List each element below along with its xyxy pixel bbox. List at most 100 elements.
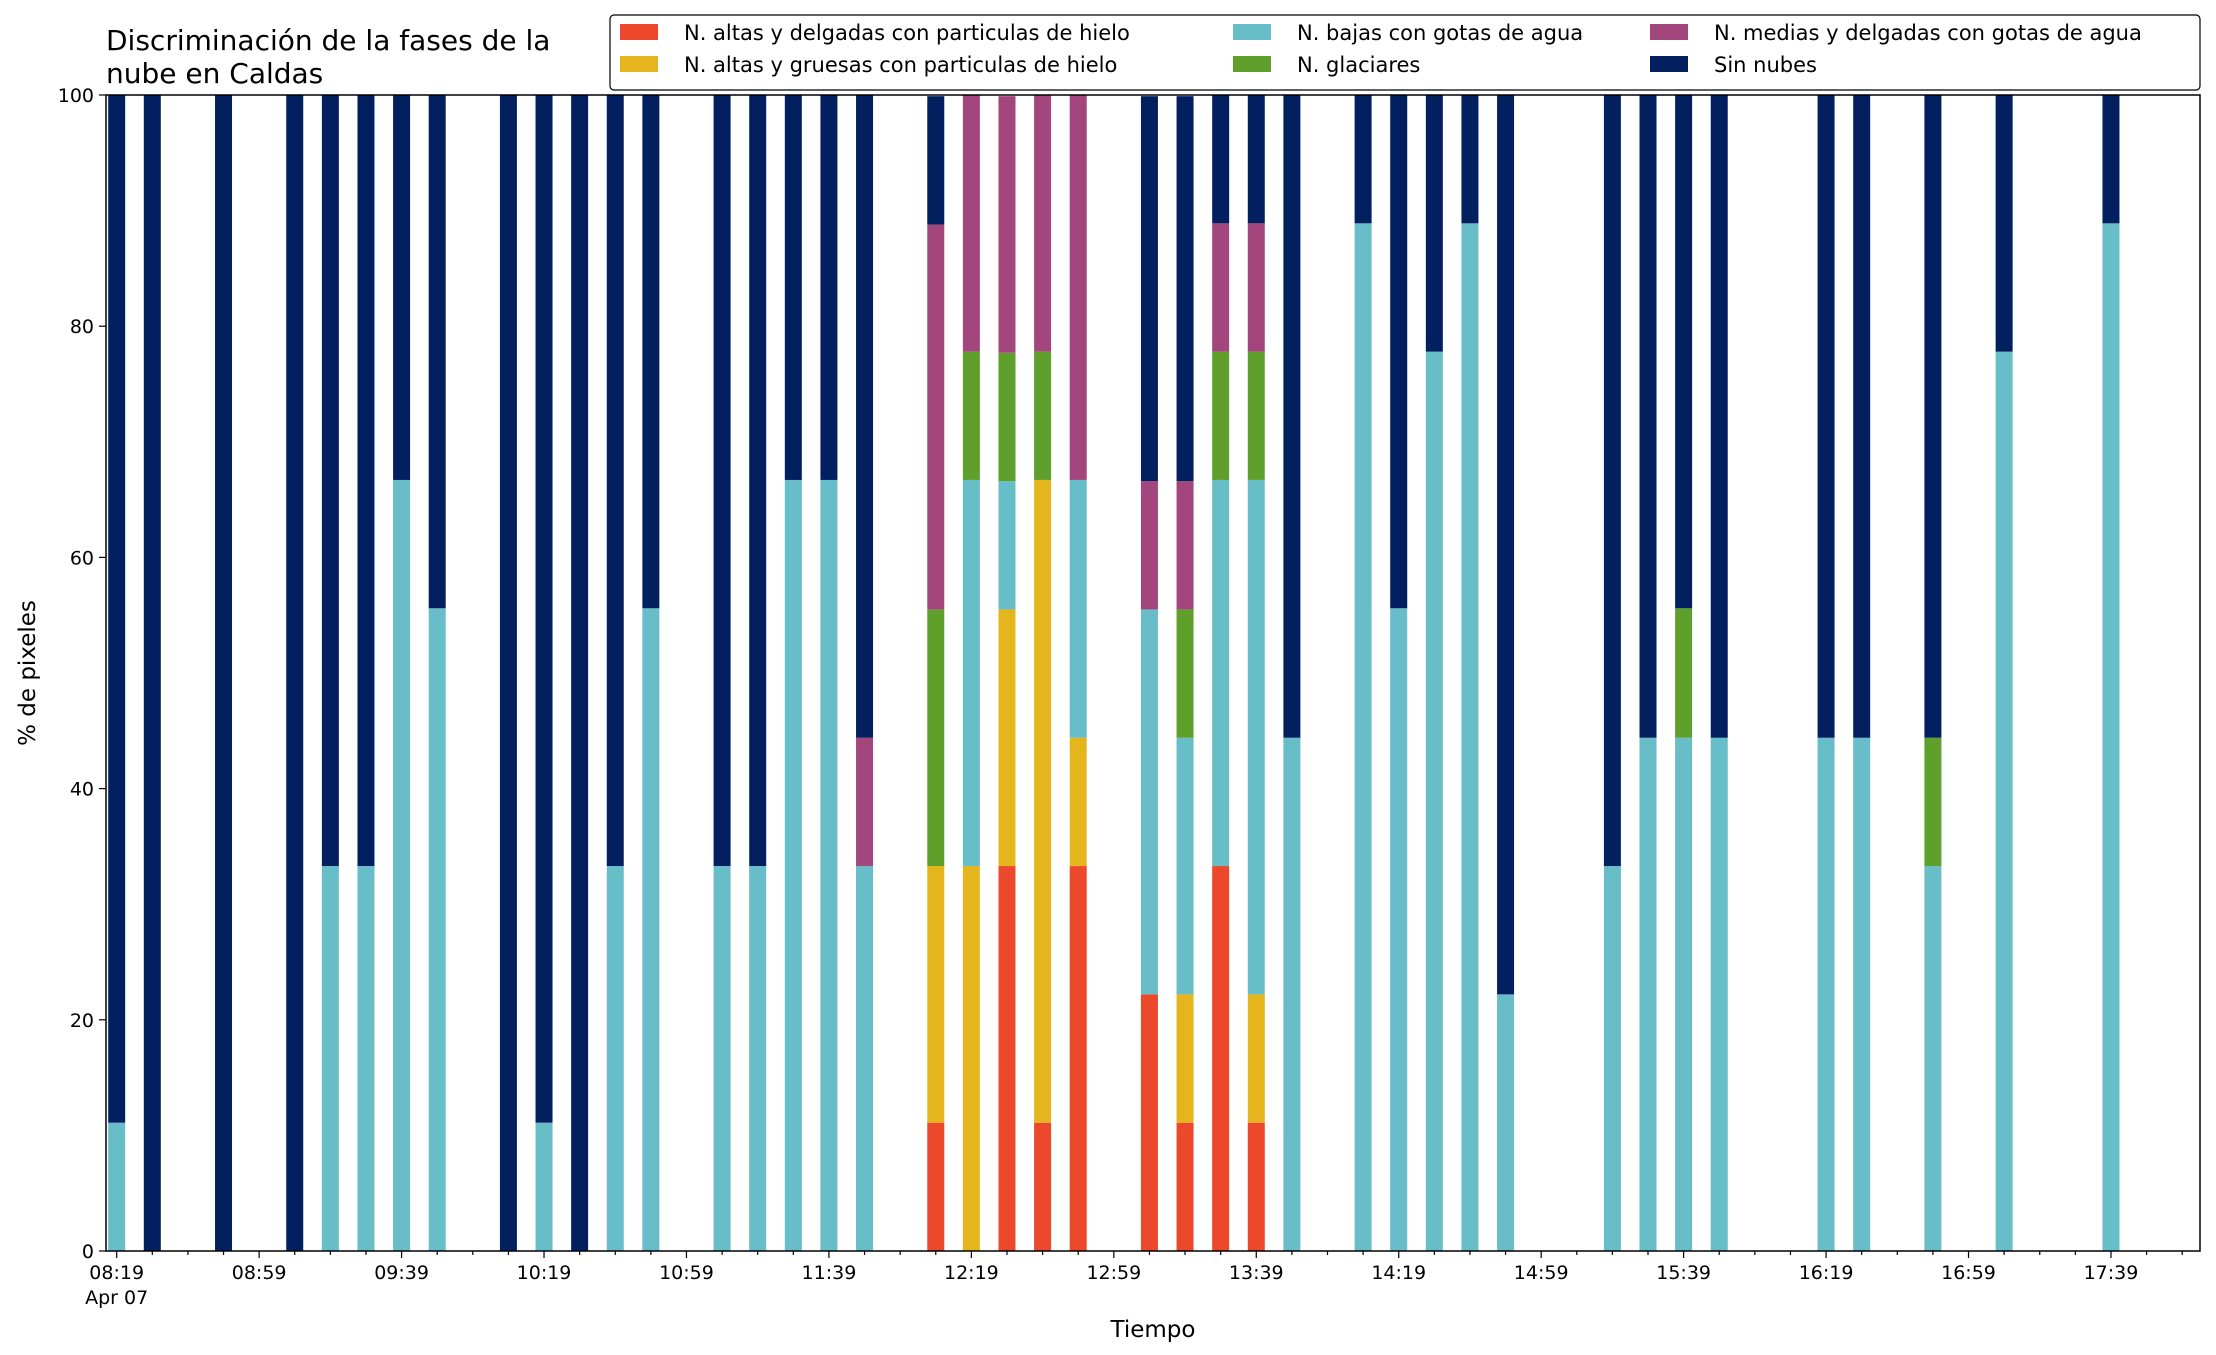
bar-segment-1409-series-2 [1354,223,1372,1251]
bar-segment-1319-series-1 [1176,994,1194,1123]
bar-segment-1239-series-4 [1034,95,1052,352]
bar-segment-1519-series-5 [1603,95,1621,867]
bar-segment-1339-series-5 [1247,95,1265,224]
bar-segment-1129-series-2 [784,479,802,1251]
bar-segment-1239-series-1 [1034,479,1052,1123]
legend-label-2: N. bajas con gotas de agua [1297,21,1583,45]
bar-segment-0829-series-5 [143,95,161,1251]
bar-segment-1229-series-1 [998,609,1016,867]
bar-segment-1149-series-5 [856,95,874,738]
bar-segment-1309-series-4 [1140,481,1158,610]
legend-swatch-3 [1233,56,1271,72]
bar-segment-1329-series-4 [1212,223,1230,352]
bar-segment-0939-series-5 [393,95,411,480]
bar-segment-1109-series-5 [713,95,731,867]
bar-segment-1039-series-5 [606,95,624,867]
legend-label-1: N. altas y gruesas con particulas de hie… [684,53,1117,77]
bar-segment-1519-series-2 [1603,866,1621,1251]
bar-segment-1329-series-5 [1212,95,1230,224]
y-tick-label-40: 40 [70,779,94,801]
bar-segment-0949-series-5 [428,95,446,609]
plot-frame [105,94,2201,1252]
bar-segment-1409-series-5 [1354,95,1372,224]
bar-segment-1049-series-5 [642,95,660,609]
x-tick-label-0939: 09:39 [374,1262,429,1284]
bar-segment-1009-series-5 [499,95,517,1251]
bar-segment-0849-series-5 [215,95,233,1251]
chart-title-line-1: Discriminación de la fases de la [106,24,550,57]
bar-segment-1019-series-2 [535,1122,553,1251]
bar-segment-0929-series-5 [357,95,375,867]
bar-segment-1539-series-3 [1675,608,1693,738]
bar-segment-1209-series-5 [927,96,945,225]
x-tick-label-1019: 10:19 [517,1262,572,1284]
y-axis-label: % de pixeles [15,600,41,746]
bar-segment-1339-series-0 [1247,1122,1265,1251]
x-tick-label-1219: 12:19 [944,1262,999,1284]
bar-segment-1429-series-2 [1425,351,1443,1251]
bar-segment-1019-series-5 [535,95,553,1123]
bar-segment-1419-series-2 [1390,608,1408,1251]
x-tick-label-1339: 13:39 [1229,1262,1284,1284]
bar-segment-1349-series-5 [1283,95,1301,738]
bar-segment-1529-series-2 [1639,737,1657,1251]
bar-segment-1209-series-0 [927,1122,945,1251]
bar-segment-1319-series-3 [1176,609,1194,738]
bar-segment-1329-series-0 [1212,866,1230,1251]
bar-segment-1029-series-5 [571,95,589,1251]
bar-segment-0939-series-2 [393,479,411,1251]
bar-segment-1209-series-1 [927,866,945,1123]
y-tick-label-60: 60 [70,547,94,569]
bar-segment-1249-series-2 [1069,479,1087,738]
legend-label-4: N. medias y delgadas con gotas de agua [1714,21,2142,45]
bar-segment-1309-series-0 [1140,994,1158,1251]
bar-segment-1339-series-1 [1247,994,1265,1123]
legend-swatch-0 [620,24,658,40]
bar-segment-1539-series-5 [1675,95,1693,609]
legend-swatch-2 [1233,24,1271,40]
bar-segment-1119-series-2 [749,866,767,1251]
legend-swatch-1 [620,56,658,72]
bar-segment-1219-series-1 [962,866,980,1251]
bar-segment-1319-series-2 [1176,737,1194,995]
bar-segment-1429-series-5 [1425,95,1443,352]
bar-segment-1229-series-4 [998,96,1016,353]
bar-segment-1319-series-0 [1176,1122,1194,1251]
bar-segment-1249-series-1 [1069,737,1087,867]
bar-segment-1219-series-4 [962,95,980,352]
bar-segment-0929-series-2 [357,866,375,1251]
bar-segment-1319-series-4 [1176,481,1194,610]
legend-label-0: N. altas y delgadas con particulas de hi… [684,21,1130,45]
bar-segment-1529-series-5 [1639,95,1657,738]
x-tick-label-1259: 12:59 [1086,1262,1141,1284]
legend-swatch-5 [1650,56,1688,72]
bar-segment-1239-series-0 [1034,1122,1052,1251]
y-tick-label-20: 20 [70,1010,94,1032]
bar-segment-1239-series-3 [1034,351,1052,480]
bar-segment-1349-series-2 [1283,737,1301,1251]
bar-segment-0909-series-5 [286,95,304,1251]
x-date-label: Apr 07 [85,1287,148,1309]
bar-segment-1439-series-5 [1461,95,1479,224]
bar-segment-0919-series-5 [321,95,339,867]
x-tick-label-1139: 11:39 [802,1262,857,1284]
bar-segment-1709-series-2 [1995,351,2013,1251]
legend: N. altas y delgadas con particulas de hi… [609,14,2201,91]
x-tick-label-0819: 08:19 [89,1262,144,1284]
bar-segment-1419-series-5 [1390,95,1408,609]
bar-segment-1319-series-5 [1176,96,1194,482]
bar-segment-0919-series-2 [321,866,339,1251]
bar-segment-1329-series-2 [1212,479,1230,867]
bar-segment-1049-series-2 [642,608,660,1251]
bar-segment-1109-series-2 [713,866,731,1251]
bar-segment-0949-series-2 [428,608,446,1251]
bar-segment-1629-series-5 [1853,95,1871,738]
bar-segment-1739-series-5 [2102,95,2120,224]
bar-segment-1229-series-3 [998,352,1016,482]
bar-segment-1219-series-2 [962,479,980,867]
bar-segment-1219-series-3 [962,351,980,480]
bar-segment-1619-series-5 [1817,95,1835,738]
legend-label-5: Sin nubes [1714,53,1817,77]
y-tick-label-80: 80 [70,316,94,338]
bar-segment-1249-series-4 [1069,95,1087,480]
